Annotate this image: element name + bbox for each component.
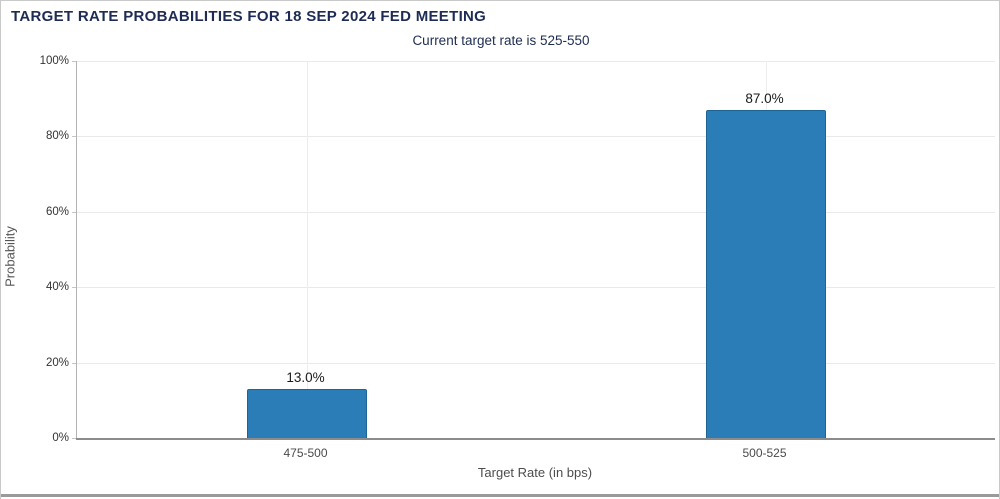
- y-tick-label: 40%: [45, 281, 69, 294]
- y-tick-mark: [72, 362, 76, 364]
- window-bottom-edge: [1, 494, 999, 497]
- y-tick-label: 60%: [45, 205, 69, 218]
- bar-value-label: 13.0%: [286, 369, 325, 385]
- chart-subtitle: Current target rate is 525-550: [412, 33, 590, 48]
- h-gridline-40%: [77, 287, 995, 289]
- y-tick-mark: [72, 287, 76, 289]
- chart-title: TARGET RATE PROBABILITIES FOR 18 SEP 202…: [11, 8, 487, 25]
- y-tick-label: 0%: [52, 432, 69, 444]
- bar-value-label: 87.0%: [745, 91, 784, 106]
- y-tick-mark: [72, 211, 76, 213]
- h-gridline-60%: [77, 211, 995, 213]
- v-gridline-475-500: [306, 61, 308, 438]
- x-axis-title: Target Rate (in bps): [477, 465, 593, 480]
- bar-500-525: [705, 110, 826, 438]
- h-gridline-80%: [77, 136, 995, 138]
- y-tick-mark: [72, 438, 76, 439]
- x-category-label: 475-500: [283, 446, 328, 460]
- y-tick-mark: [72, 61, 76, 62]
- h-gridline-20%: [77, 362, 995, 364]
- y-tick-mark: [72, 136, 76, 138]
- bar-475-500: [246, 388, 367, 438]
- plot-area: [76, 61, 995, 440]
- y-tick-label: 80%: [45, 130, 69, 143]
- x-axis-line: [76, 438, 995, 440]
- h-gridline-100%: [77, 61, 995, 62]
- y-tick-label: 20%: [45, 356, 69, 369]
- x-category-label: 500-525: [742, 446, 787, 460]
- y-tick-label: 100%: [39, 55, 69, 67]
